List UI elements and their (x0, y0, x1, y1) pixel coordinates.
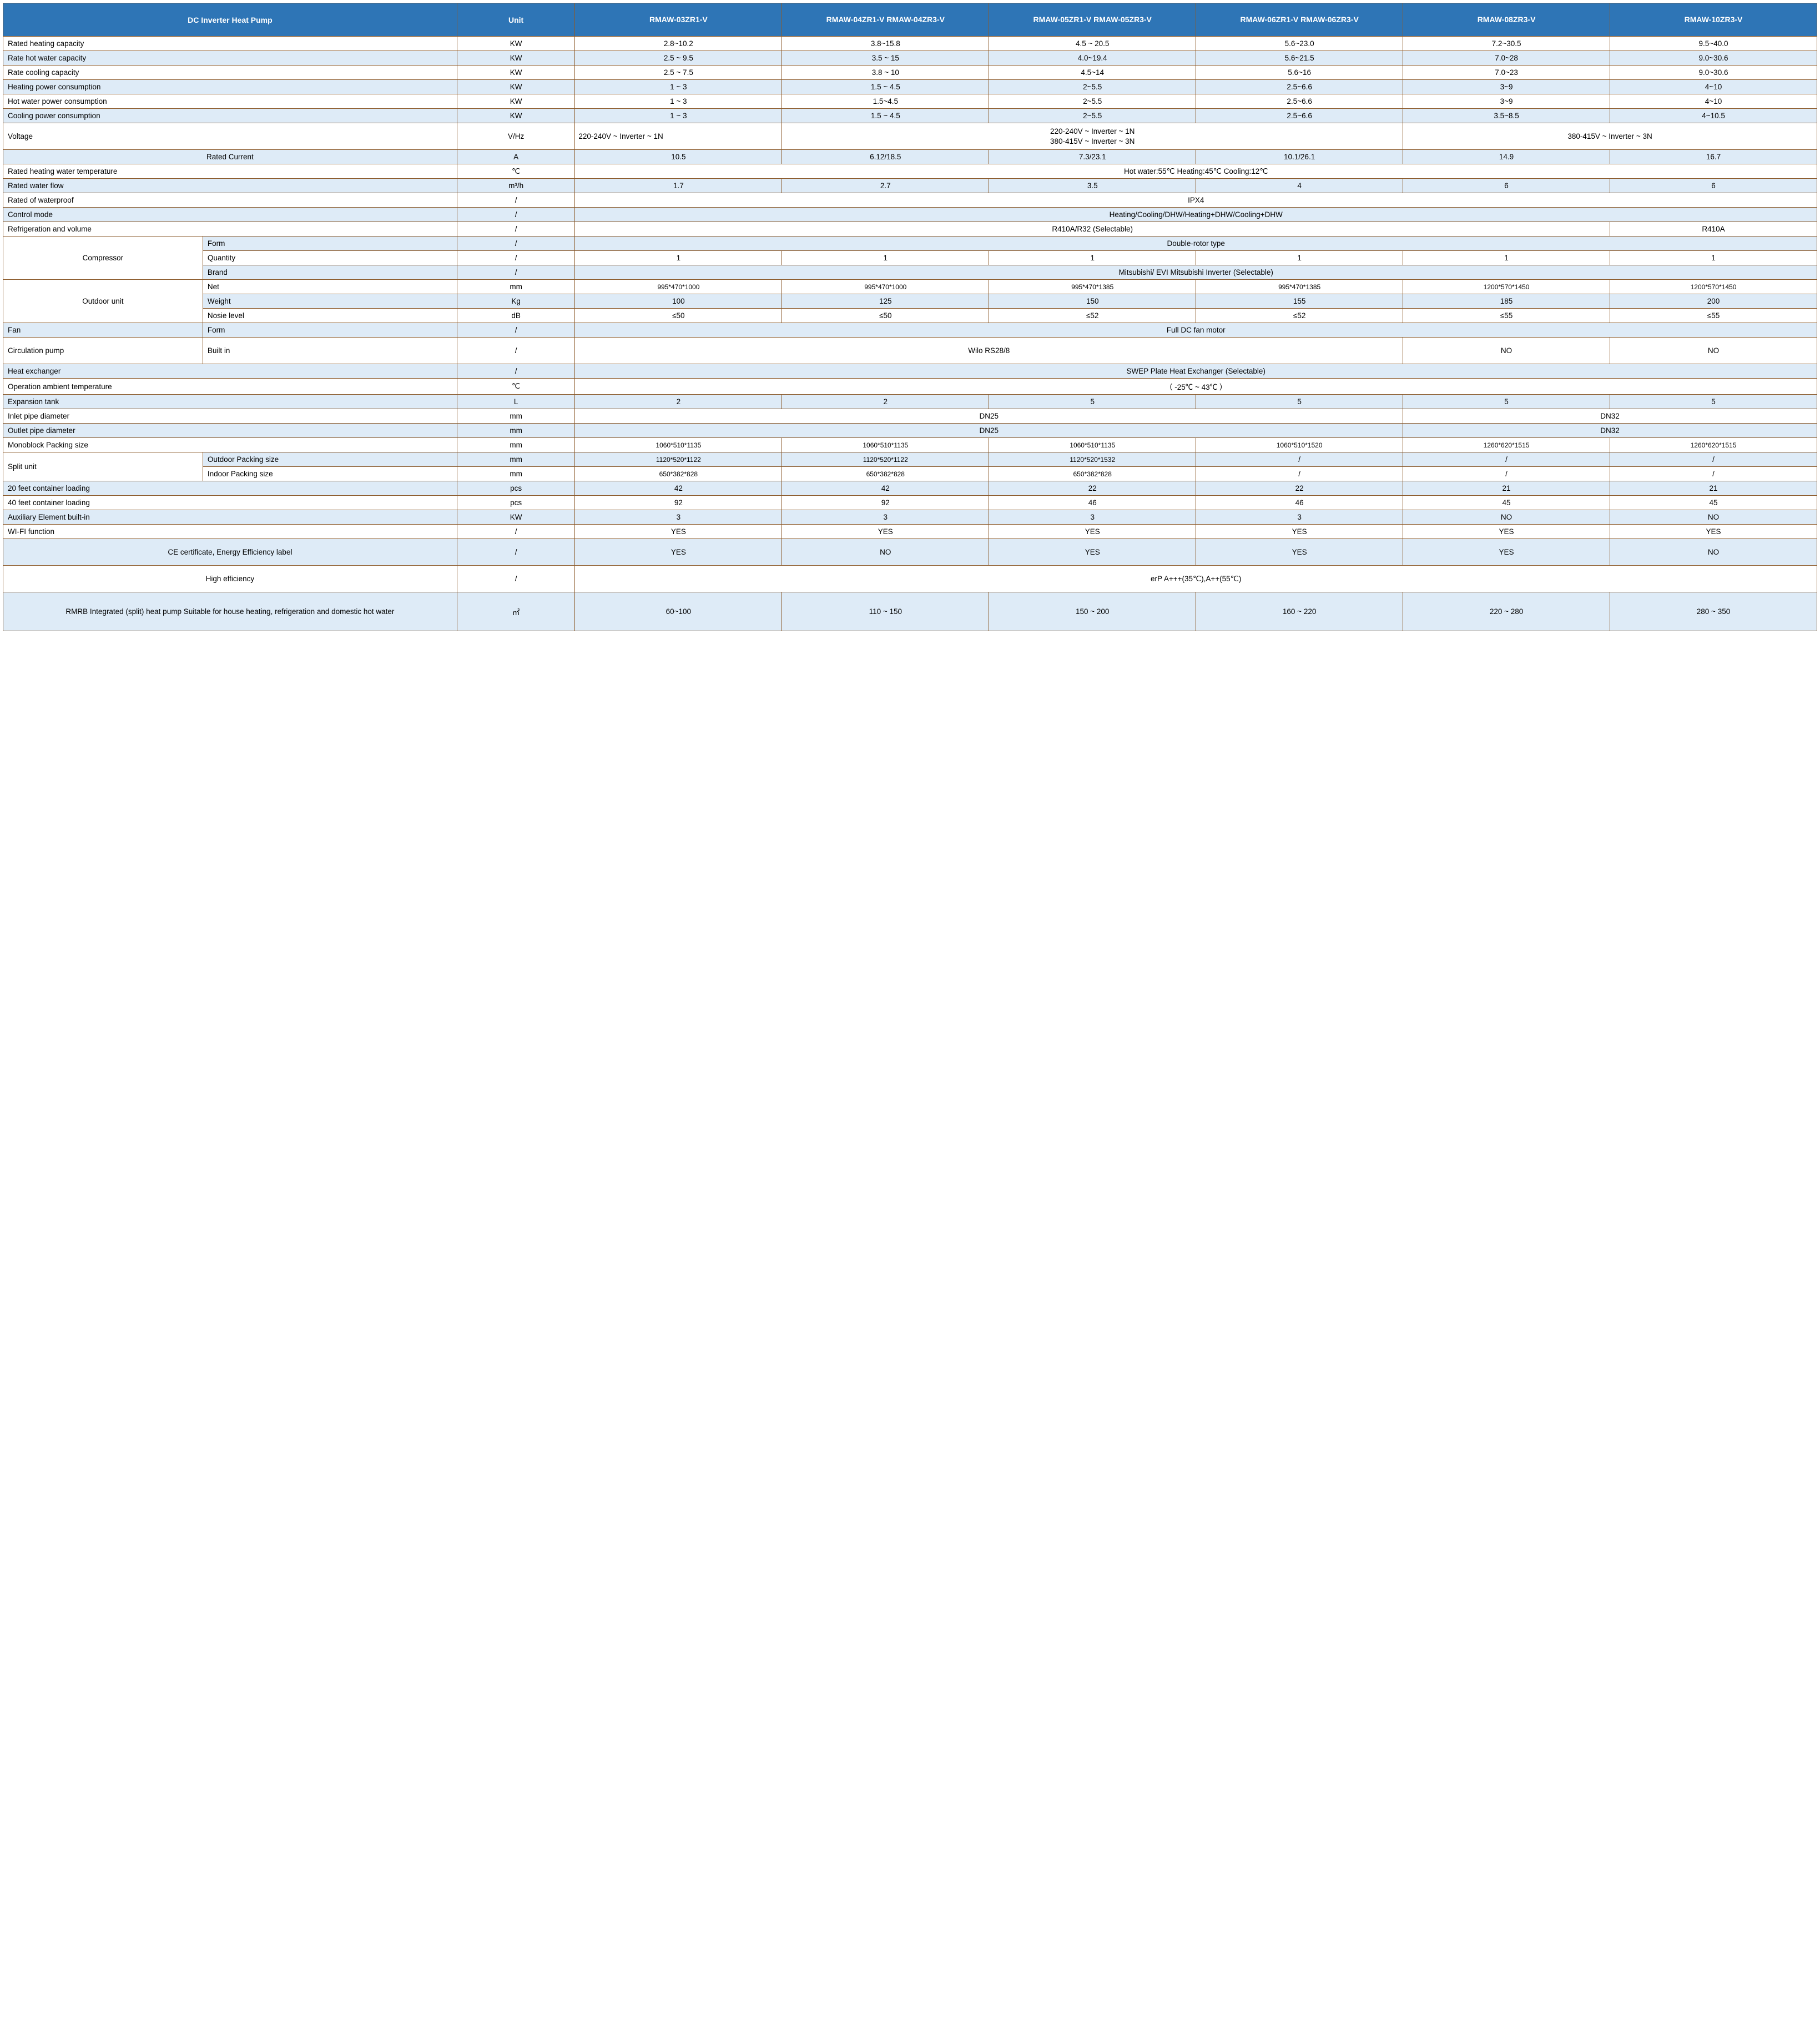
model-3: RMAW-06ZR1-V RMAW-06ZR3-V (1196, 3, 1403, 37)
model-2: RMAW-05ZR1-V RMAW-05ZR3-V (989, 3, 1196, 37)
spec-table: DC Inverter Heat Pump Unit RMAW-03ZR1-V … (3, 3, 1817, 631)
row-label: Rated heating capacity (3, 37, 457, 51)
header-row: DC Inverter Heat Pump Unit RMAW-03ZR1-V … (3, 3, 1817, 37)
model-5: RMAW-10ZR3-V (1610, 3, 1817, 37)
model-0: RMAW-03ZR1-V (575, 3, 782, 37)
unit-header: Unit (457, 3, 575, 37)
model-4: RMAW-08ZR3-V (1403, 3, 1610, 37)
title-cell: DC Inverter Heat Pump (3, 3, 457, 37)
model-1: RMAW-04ZR1-V RMAW-04ZR3-V (782, 3, 989, 37)
